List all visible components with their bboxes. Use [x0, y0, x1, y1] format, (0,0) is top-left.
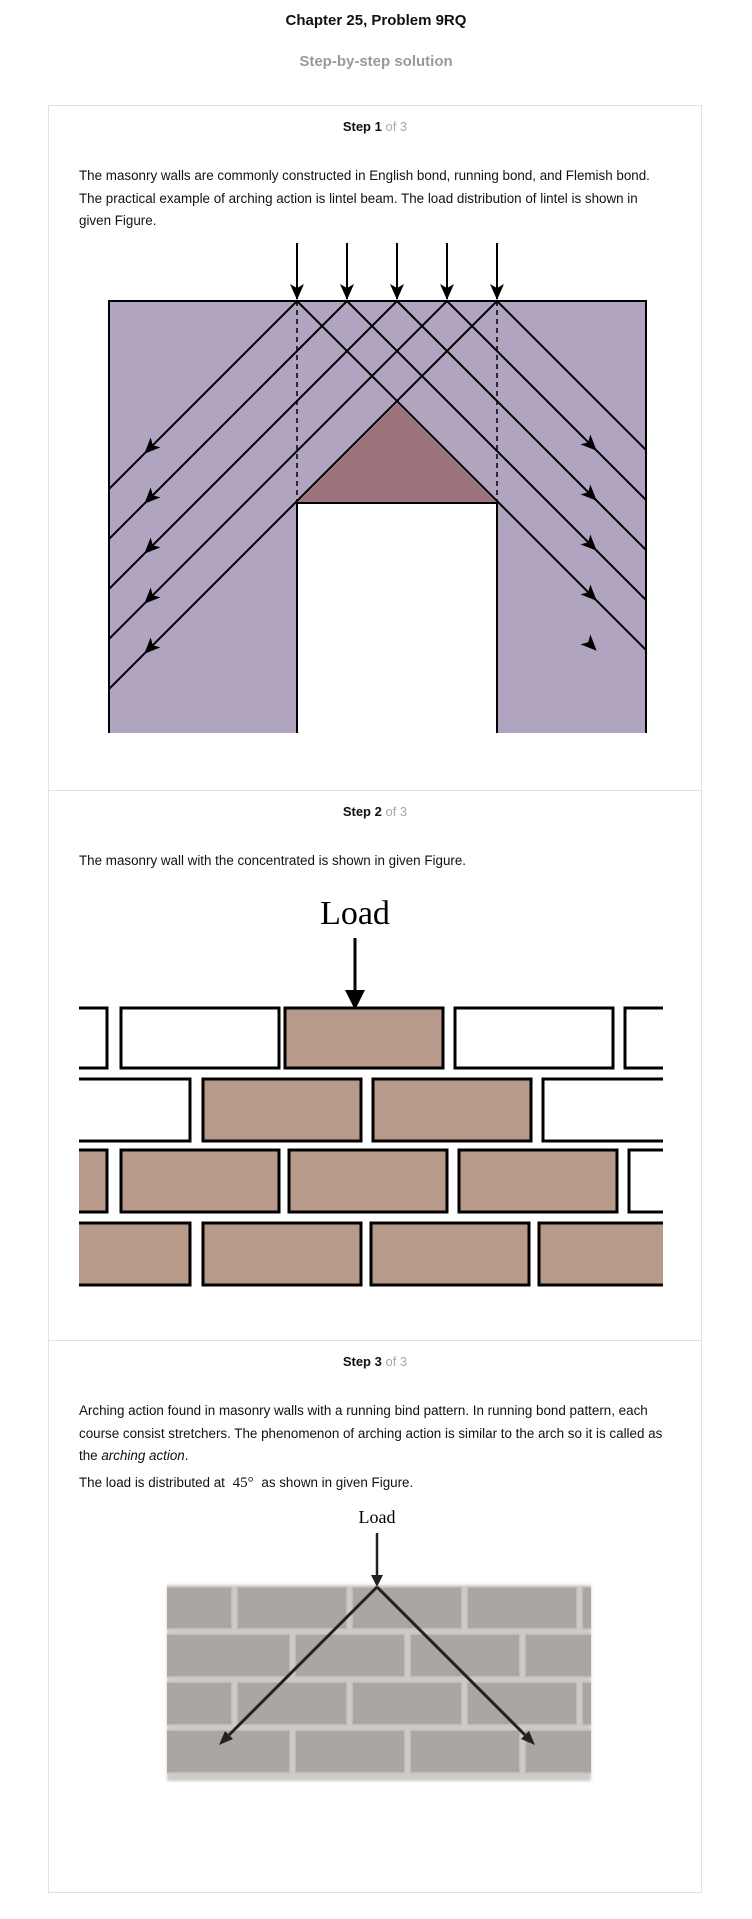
step-2-text: The masonry wall with the concentrated i…	[79, 853, 467, 868]
diagonal-right-5	[496, 301, 646, 451]
grey-brick	[409, 1729, 521, 1774]
grey-brick	[167, 1681, 233, 1726]
brick-loaded	[201, 1221, 363, 1287]
arrowhead-right-5	[580, 634, 597, 651]
step-3-text-end: .	[184, 1448, 189, 1463]
brick-loaded	[79, 1221, 192, 1287]
step-3-text: Arching action found in masonry walls wi…	[79, 1400, 669, 1468]
step-2-card: Step 2 of 3 The masonry wall with the co…	[48, 790, 702, 1341]
door-opening	[296, 502, 498, 733]
grey-brick	[581, 1681, 591, 1726]
arrowhead-left-2	[144, 487, 161, 504]
step-1-label: Step 1	[342, 119, 382, 134]
brick-loaded	[201, 1077, 363, 1143]
arrowhead-left-4	[144, 587, 161, 604]
distribution-line-left	[227, 1585, 379, 1737]
arrowhead-right-1	[580, 434, 597, 451]
diagonal-right-4	[446, 301, 646, 501]
load-label: Load	[320, 895, 390, 932]
brick	[79, 1006, 109, 1070]
grey-brick	[236, 1681, 348, 1726]
grey-brick	[351, 1681, 463, 1726]
brick-loaded	[457, 1148, 619, 1214]
grey-brick	[524, 1729, 591, 1774]
brick-loaded	[79, 1148, 109, 1214]
brick	[453, 1006, 615, 1070]
diagonal-right-3	[396, 301, 646, 551]
grey-brick	[167, 1729, 291, 1774]
brick-loaded	[371, 1077, 533, 1143]
concentrated-load-brick-figure: Load	[79, 895, 663, 1287]
arrowhead-left-5	[144, 637, 161, 654]
arrowhead-left-3	[144, 537, 161, 554]
lintel-load-distribution-figure	[108, 243, 647, 733]
grey-brick	[167, 1633, 291, 1678]
grey-brick	[167, 1586, 233, 1630]
step-3-of: of 3	[385, 1354, 408, 1369]
step-3-card: Step 3 of 3 Arching action found in maso…	[48, 1340, 702, 1893]
arching-45-degree-figure: Load	[167, 1507, 591, 1781]
step-2-heading: Step 2 of 3	[49, 804, 701, 819]
brick	[119, 1006, 281, 1070]
angle-value: 45°	[232, 1475, 254, 1491]
step-1-text: The masonry walls are commonly construct…	[79, 168, 650, 228]
solution-subtitle: Step-by-step solution	[299, 53, 453, 70]
step-2-label: Step 2	[342, 804, 382, 819]
load-arrowhead	[371, 1575, 383, 1587]
grey-brick	[581, 1586, 591, 1630]
brick	[623, 1006, 663, 1070]
grey-brick	[466, 1586, 578, 1630]
grey-brick	[524, 1633, 591, 1678]
grey-brick	[351, 1586, 463, 1630]
grey-brick	[294, 1633, 406, 1678]
brick-loaded	[287, 1148, 449, 1214]
diagonal-left-1	[109, 301, 298, 490]
problem-title: Chapter 25, Problem 9RQ	[285, 12, 467, 29]
brick-loaded	[369, 1221, 531, 1287]
brick-loaded	[537, 1221, 663, 1287]
step-1-of: of 3	[385, 119, 408, 134]
grey-brick	[409, 1633, 521, 1678]
brick	[627, 1148, 663, 1214]
load-distribution-suffix: as shown in given Figure.	[261, 1475, 414, 1490]
step-3-load-line: The load is distributed at 45° as shown …	[79, 1472, 669, 1495]
step-3-heading: Step 3 of 3	[49, 1354, 701, 1369]
step-3-text-italic: arching action	[101, 1448, 185, 1463]
distribution-arrowhead-left	[219, 1731, 233, 1745]
grey-brick	[466, 1681, 578, 1726]
arrowhead-right-2	[580, 484, 597, 501]
brick-loaded	[283, 1006, 445, 1070]
grey-brick	[294, 1729, 406, 1774]
arrowhead-right-3	[580, 534, 597, 551]
arch-triangle	[297, 403, 497, 503]
brick	[541, 1077, 663, 1143]
step-3-label: Step 3	[342, 1354, 382, 1369]
load-distribution-prefix: The load is distributed at	[79, 1475, 225, 1490]
load-label: Load	[359, 1507, 396, 1527]
diagonal-left-5	[109, 301, 498, 690]
grey-brick	[236, 1586, 348, 1630]
brick-loaded	[119, 1148, 281, 1214]
arrowhead-left-1	[144, 437, 161, 454]
step-1-heading: Step 1 of 3	[49, 119, 701, 134]
arrowhead-right-4	[580, 584, 597, 601]
step-3-text-main: Arching action found in masonry walls wi…	[79, 1403, 663, 1463]
step-2-of: of 3	[385, 804, 408, 819]
load-arrowhead	[345, 990, 365, 1010]
diagonal-left-4	[109, 301, 448, 640]
step-1-card: Step 1 of 3 The masonry walls are common…	[48, 105, 702, 791]
distribution-line-right	[375, 1585, 527, 1737]
brick	[79, 1077, 192, 1143]
distribution-arrowhead-right	[521, 1731, 535, 1745]
